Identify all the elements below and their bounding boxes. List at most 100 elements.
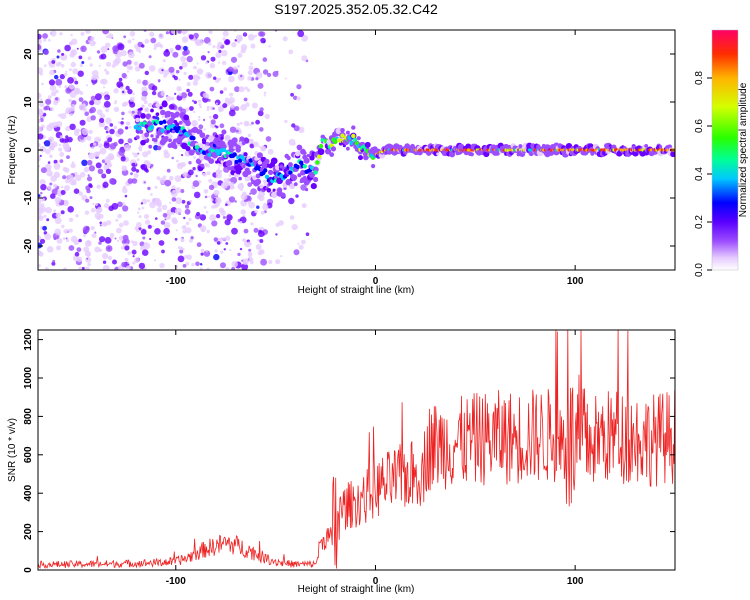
spectrogram-cell bbox=[46, 218, 50, 222]
spectrogram-cell bbox=[199, 267, 203, 270]
spectrogram-cell bbox=[144, 219, 151, 225]
spectrogram-cell bbox=[98, 64, 101, 67]
spectrogram-cell bbox=[99, 236, 106, 243]
spectrogram-cell bbox=[63, 229, 68, 234]
spectrogram-cell bbox=[106, 127, 110, 131]
spectrogram-cell bbox=[228, 174, 232, 178]
spectrogram-cell bbox=[223, 178, 227, 182]
spectrogram-cell bbox=[40, 184, 47, 191]
spectrogram-cell bbox=[148, 102, 153, 108]
spectrogram-cell bbox=[165, 31, 169, 35]
spectrogram-cell bbox=[168, 117, 175, 124]
spectrogram-cell bbox=[118, 222, 124, 228]
spectrogram-cell bbox=[45, 267, 49, 270]
spectrogram-cell bbox=[48, 173, 52, 177]
spectrogram-cell bbox=[121, 117, 124, 121]
spectrogram-cell bbox=[259, 167, 264, 171]
spectrogram-cell bbox=[218, 49, 222, 54]
spectrogram-cell bbox=[210, 119, 216, 125]
spectrogram-cell bbox=[243, 120, 250, 127]
spectrogram-cell bbox=[101, 78, 108, 85]
spectrogram-cell bbox=[63, 144, 70, 151]
spectrogram-cell bbox=[152, 225, 155, 228]
spectrogram-cell bbox=[237, 130, 242, 134]
spectrogram-cell bbox=[160, 109, 166, 116]
spectrogram-cell bbox=[135, 117, 140, 123]
spectrogram-cell bbox=[102, 181, 109, 188]
spectrogram-cell bbox=[229, 249, 232, 252]
spectrogram-cell bbox=[160, 91, 166, 97]
spectrogram-cell bbox=[242, 238, 247, 243]
spectrogram-cell bbox=[101, 173, 106, 178]
spectrogram-cell bbox=[63, 185, 70, 191]
spectrogram-cell bbox=[135, 135, 140, 140]
spectrogram-cell bbox=[40, 167, 47, 174]
spectrogram-cell bbox=[42, 225, 47, 231]
spectrogram-cell bbox=[356, 136, 361, 141]
spectrogram-cell bbox=[286, 155, 291, 161]
spectrogram-cell bbox=[176, 86, 182, 92]
spectrogram-cell bbox=[105, 198, 110, 203]
spectrogram-cell bbox=[105, 168, 112, 174]
spectrogram-cell bbox=[90, 95, 96, 101]
spectrogram-cell bbox=[222, 213, 225, 217]
spectrogram-cell bbox=[234, 159, 239, 165]
spectrogram-cell bbox=[293, 95, 298, 101]
spectrogram-cell bbox=[185, 146, 191, 152]
spectrogram-cell bbox=[131, 166, 137, 172]
spectrogram-cell bbox=[92, 202, 95, 205]
spectrogram-cell bbox=[295, 164, 300, 170]
spectrogram-cell bbox=[69, 91, 77, 98]
spectrogram-cell bbox=[138, 148, 143, 152]
snr-ytick-label: 800 bbox=[23, 408, 34, 425]
spectrogram-cell bbox=[149, 31, 155, 37]
spectrogram-cell bbox=[212, 113, 219, 120]
spectrogram-cell bbox=[200, 225, 207, 232]
spectrogram-cell bbox=[218, 77, 222, 81]
spectrogram-cell bbox=[229, 181, 235, 188]
spectrogram-xtick-label: 100 bbox=[567, 276, 584, 287]
spectrogram-cell bbox=[59, 159, 64, 164]
spectrogram-cell bbox=[248, 248, 252, 252]
spectrogram-cell bbox=[275, 222, 280, 227]
spectrogram-cell bbox=[302, 164, 307, 169]
spectrogram-cell bbox=[518, 144, 523, 149]
spectrogram-cell bbox=[125, 85, 130, 91]
spectrogram-cell bbox=[241, 141, 246, 146]
spectrogram-cell bbox=[53, 237, 57, 241]
spectrogram-cell bbox=[221, 50, 228, 57]
spectrogram-cell bbox=[77, 70, 84, 77]
spectrogram-cell bbox=[86, 176, 93, 182]
spectrogram-cell bbox=[44, 148, 51, 155]
spectrogram-cell bbox=[38, 215, 44, 221]
spectrogram-cell bbox=[288, 49, 294, 55]
spectrogram-cell bbox=[132, 255, 135, 258]
spectrogram-cell bbox=[165, 48, 169, 53]
spectrogram-cell bbox=[153, 138, 158, 143]
spectrogram-cell bbox=[247, 76, 252, 81]
spectrogram-cell bbox=[266, 188, 272, 193]
spectrogram-cell bbox=[132, 261, 136, 265]
spectrogram-cell bbox=[51, 91, 57, 97]
spectrogram-cell bbox=[122, 90, 125, 94]
spectrogram-cell bbox=[240, 104, 247, 111]
spectrogram-cell bbox=[214, 249, 218, 253]
spectrogram-cell bbox=[138, 215, 142, 219]
spectrogram-cell bbox=[313, 176, 319, 183]
spectrogram-cell bbox=[92, 82, 95, 86]
spectrogram-cell bbox=[79, 63, 84, 67]
spectrogram-cell bbox=[240, 74, 243, 78]
spectrogram-cell bbox=[49, 182, 53, 186]
spectrogram-cell bbox=[88, 183, 92, 187]
spectrogram-cell bbox=[150, 108, 154, 113]
spectrogram-cell bbox=[141, 206, 145, 210]
spectrogram-cell bbox=[228, 196, 236, 203]
colorbar: 0.0 0.2 0.4 0.6 0.8 Normalized spectral ampl… bbox=[694, 29, 749, 277]
spectrogram-cell bbox=[53, 183, 58, 188]
spectrogram-cell bbox=[69, 84, 75, 90]
spectrogram-cell bbox=[169, 48, 174, 53]
spectrogram-cell bbox=[43, 141, 46, 144]
spectrogram-cell bbox=[379, 152, 386, 159]
spectrogram-cell bbox=[191, 263, 195, 267]
spectrogram-cell bbox=[103, 101, 111, 108]
